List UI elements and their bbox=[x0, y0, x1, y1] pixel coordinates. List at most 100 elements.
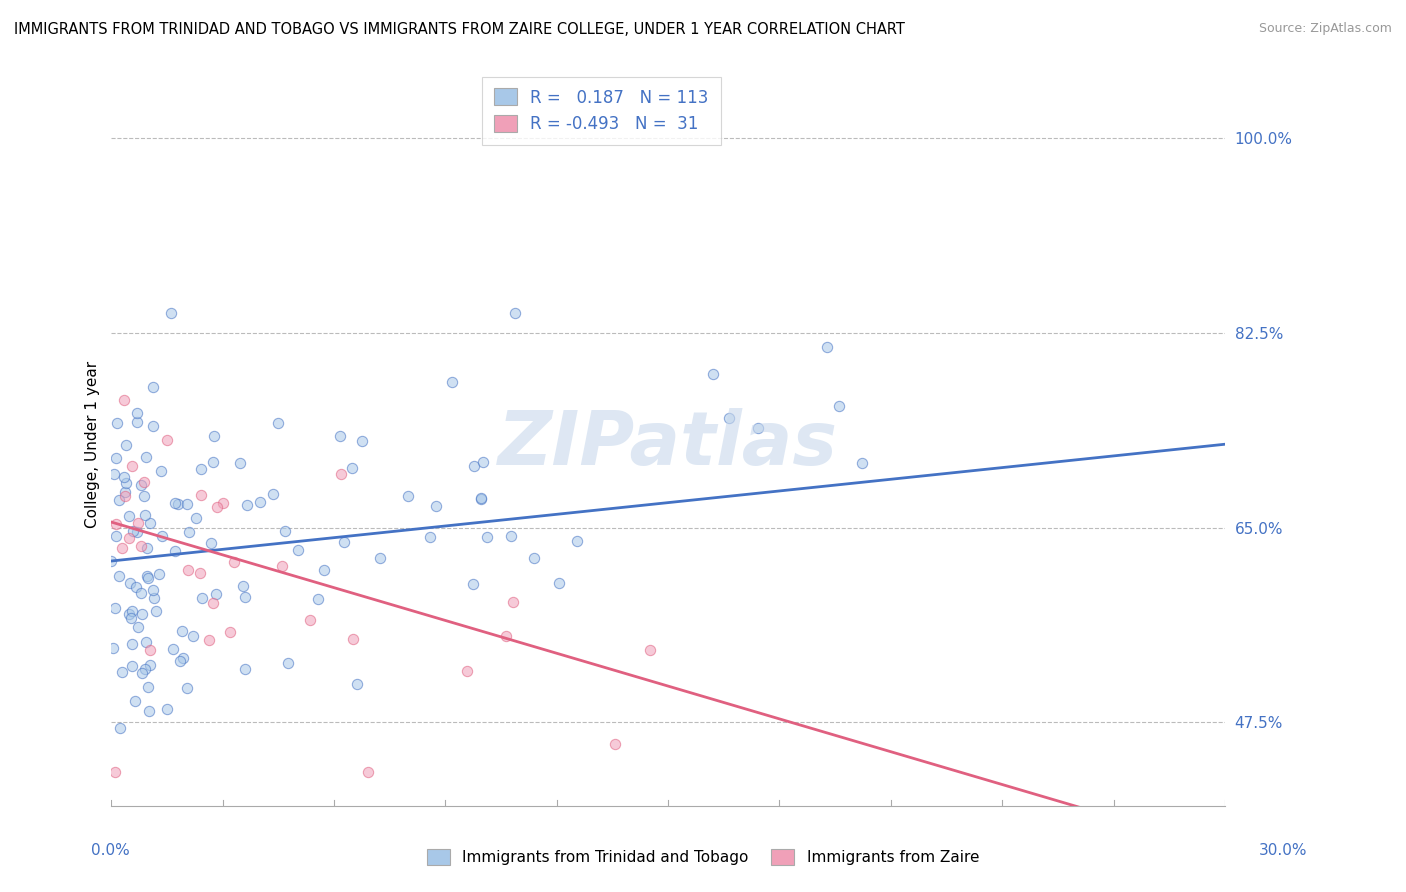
Point bbox=[396, 489, 419, 503]
Point bbox=[190, 462, 212, 476]
Point bbox=[127, 406, 149, 420]
Point bbox=[111, 541, 134, 555]
Point bbox=[307, 591, 329, 606]
Point bbox=[702, 368, 724, 382]
Point bbox=[495, 629, 517, 643]
Point bbox=[121, 637, 143, 651]
Point bbox=[191, 591, 214, 605]
Point bbox=[114, 489, 136, 503]
Point bbox=[523, 551, 546, 566]
Point bbox=[152, 529, 174, 543]
Point bbox=[104, 765, 127, 780]
Point bbox=[205, 586, 228, 600]
Point bbox=[127, 516, 149, 530]
Point bbox=[127, 620, 149, 634]
Point bbox=[287, 542, 309, 557]
Point bbox=[136, 571, 159, 585]
Point bbox=[212, 496, 235, 510]
Point bbox=[120, 611, 142, 625]
Point bbox=[115, 438, 138, 452]
Point bbox=[160, 306, 183, 320]
Point bbox=[202, 428, 225, 442]
Point bbox=[111, 665, 134, 680]
Point bbox=[851, 456, 873, 470]
Point bbox=[138, 704, 160, 718]
Point bbox=[236, 499, 259, 513]
Point bbox=[188, 566, 211, 580]
Point bbox=[112, 470, 135, 484]
Point bbox=[815, 340, 838, 354]
Point bbox=[181, 629, 204, 643]
Point bbox=[419, 530, 441, 544]
Point bbox=[200, 536, 222, 550]
Point bbox=[567, 533, 589, 548]
Point bbox=[177, 524, 200, 539]
Point bbox=[277, 657, 299, 671]
Point bbox=[233, 591, 256, 605]
Point bbox=[190, 488, 212, 502]
Point bbox=[136, 541, 159, 556]
Point bbox=[105, 416, 128, 430]
Point bbox=[222, 556, 245, 570]
Point bbox=[342, 632, 364, 646]
Point bbox=[298, 613, 321, 627]
Point bbox=[232, 579, 254, 593]
Point bbox=[638, 643, 661, 657]
Point bbox=[129, 539, 152, 553]
Point bbox=[135, 450, 157, 464]
Point bbox=[357, 765, 380, 780]
Point bbox=[118, 531, 141, 545]
Point bbox=[229, 456, 252, 470]
Point bbox=[503, 306, 526, 320]
Point bbox=[139, 516, 162, 530]
Point bbox=[129, 586, 152, 600]
Point bbox=[499, 529, 522, 543]
Point bbox=[603, 737, 626, 751]
Text: 0.0%: 0.0% bbox=[91, 843, 131, 858]
Point bbox=[134, 662, 156, 676]
Point bbox=[115, 475, 138, 490]
Point bbox=[463, 577, 485, 591]
Point bbox=[172, 624, 194, 639]
Point bbox=[104, 529, 127, 543]
Point bbox=[463, 459, 485, 474]
Point bbox=[139, 658, 162, 673]
Point bbox=[112, 393, 135, 408]
Point bbox=[118, 607, 141, 621]
Point bbox=[165, 496, 187, 510]
Point bbox=[477, 530, 499, 544]
Point bbox=[114, 485, 136, 500]
Point bbox=[121, 659, 143, 673]
Point bbox=[135, 634, 157, 648]
Point bbox=[148, 566, 170, 581]
Point bbox=[205, 500, 228, 514]
Point bbox=[267, 416, 290, 430]
Point bbox=[139, 643, 162, 657]
Point bbox=[120, 575, 142, 590]
Point bbox=[131, 665, 153, 680]
Point bbox=[166, 497, 188, 511]
Point bbox=[471, 455, 494, 469]
Point bbox=[125, 524, 148, 539]
Legend: Immigrants from Trinidad and Tobago, Immigrants from Zaire: Immigrants from Trinidad and Tobago, Imm… bbox=[420, 843, 986, 871]
Point bbox=[118, 509, 141, 524]
Point bbox=[142, 418, 165, 433]
Point bbox=[202, 596, 225, 610]
Point bbox=[145, 604, 167, 618]
Point bbox=[273, 524, 295, 538]
Point bbox=[142, 583, 165, 598]
Point bbox=[201, 455, 224, 469]
Point bbox=[150, 464, 173, 478]
Point bbox=[101, 641, 124, 656]
Point bbox=[219, 624, 242, 639]
Point bbox=[330, 467, 353, 481]
Point bbox=[176, 497, 198, 511]
Point bbox=[108, 569, 131, 583]
Point bbox=[440, 376, 463, 390]
Point bbox=[717, 411, 740, 425]
Point bbox=[121, 604, 143, 618]
Point bbox=[249, 495, 271, 509]
Text: IMMIGRANTS FROM TRINIDAD AND TOBAGO VS IMMIGRANTS FROM ZAIRE COLLEGE, UNDER 1 YE: IMMIGRANTS FROM TRINIDAD AND TOBAGO VS I… bbox=[14, 22, 905, 37]
Point bbox=[162, 642, 184, 657]
Point bbox=[131, 607, 153, 621]
